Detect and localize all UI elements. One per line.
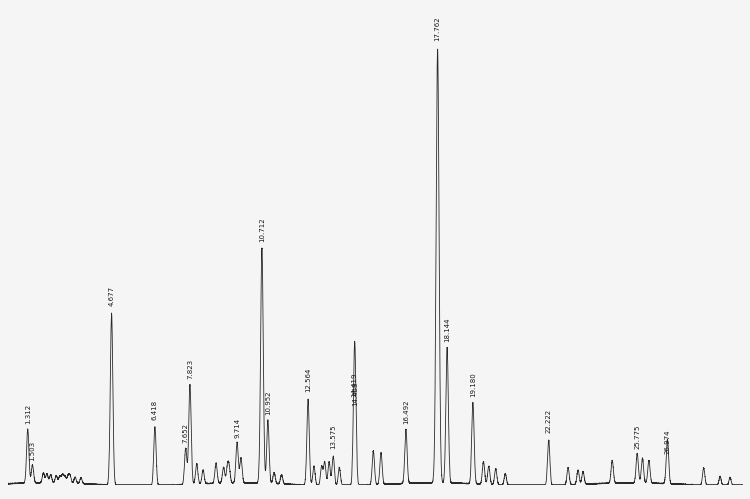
Text: 1.312: 1.312: [25, 404, 31, 424]
Text: 26.974: 26.974: [664, 430, 670, 454]
Text: 13.575: 13.575: [330, 425, 336, 450]
Text: 4.677: 4.677: [109, 285, 115, 305]
Text: 6.418: 6.418: [152, 400, 158, 420]
Text: 14.419: 14.419: [351, 372, 357, 397]
Text: 17.762: 17.762: [434, 16, 440, 41]
Text: 12.564: 12.564: [305, 368, 311, 392]
Text: 22.222: 22.222: [546, 409, 552, 434]
Text: 7.823: 7.823: [187, 359, 193, 379]
Text: 10.712: 10.712: [259, 217, 265, 242]
Text: 14.453: 14.453: [352, 382, 358, 406]
Text: 19.180: 19.180: [470, 372, 476, 397]
Text: 18.144: 18.144: [444, 318, 450, 342]
Text: 25.775: 25.775: [634, 425, 640, 450]
Text: 1.503: 1.503: [29, 441, 35, 461]
Text: 7.652: 7.652: [183, 423, 189, 443]
Text: 9.714: 9.714: [234, 418, 240, 438]
Text: 10.952: 10.952: [265, 391, 271, 415]
Text: 16.492: 16.492: [403, 400, 409, 424]
